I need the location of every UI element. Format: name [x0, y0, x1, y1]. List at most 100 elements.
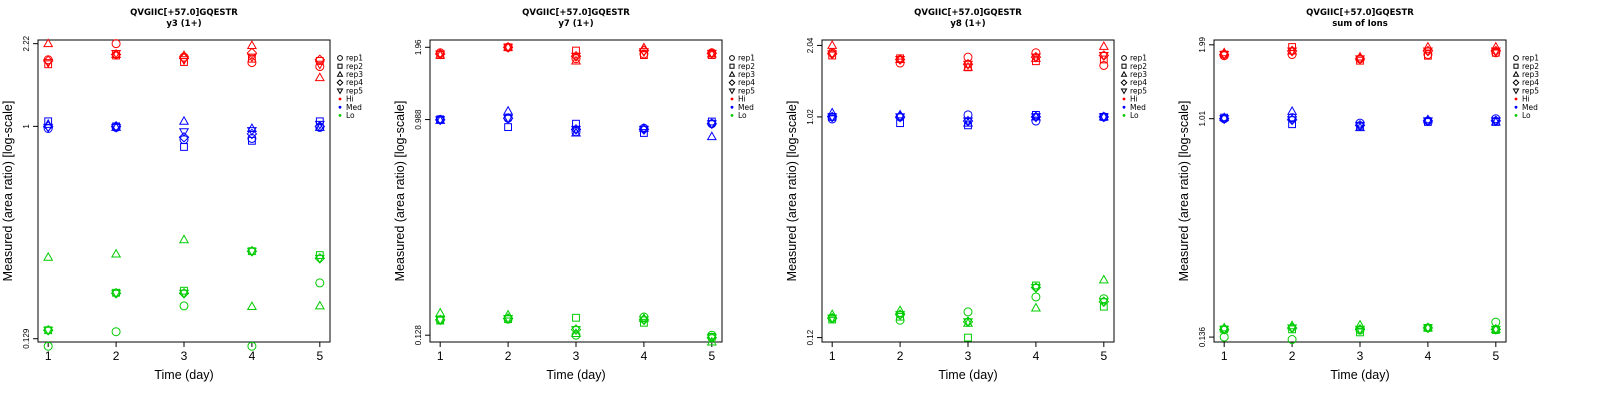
data-point-lo-rep2-day3 — [1356, 328, 1364, 337]
data-point-med-rep5-day4 — [638, 125, 649, 135]
data-point-hi-rep5-day1 — [435, 50, 446, 60]
legend-marker-rep2 — [1513, 63, 1519, 69]
data-point-hi-rep2-day5 — [1099, 55, 1108, 64]
data-point-lo-rep1-day1 — [43, 341, 53, 351]
data-point-hi-rep3-day5 — [1490, 41, 1501, 51]
data-point-hi-rep5-day4 — [638, 48, 649, 58]
data-point-med-rep5-day1 — [43, 123, 54, 133]
data-point-lo-rep5-day3 — [570, 326, 582, 335]
y-tick-label: 1.96 — [414, 39, 423, 55]
legend-marker-rep3 — [728, 70, 736, 77]
data-point-med-rep3-day2 — [1287, 105, 1298, 115]
data-point-lo-rep1-day3 — [963, 307, 973, 317]
data-point-med-rep5-day1 — [827, 113, 838, 123]
data-point-hi-rep1-day5 — [1491, 48, 1501, 58]
data-point-lo-rep5-day4 — [1030, 284, 1041, 293]
data-point-hi-rep5-day3 — [1354, 55, 1366, 65]
data-point-hi-rep3-day1 — [43, 38, 54, 48]
legend-marker-med — [730, 105, 734, 109]
legend-marker-rep4 — [336, 79, 344, 87]
legend-marker-rep5 — [1120, 88, 1128, 95]
legend-label: rep4 — [1130, 78, 1147, 87]
data-point-lo-rep1-day4 — [1031, 292, 1041, 302]
chart-subtitle: y7 (1+) — [558, 19, 593, 29]
legend-label: Hi — [738, 95, 746, 104]
data-point-lo-rep5-day5 — [706, 334, 717, 344]
legend-marker-lo — [1514, 114, 1518, 117]
x-tick-label: 2 — [505, 349, 512, 363]
legend-marker-rep5 — [336, 88, 344, 95]
data-point-med-rep2-day2 — [1288, 120, 1296, 129]
data-point-hi-rep5-day5 — [1098, 51, 1109, 61]
chart-title: QVGIIC[+57.0]GQESTR — [1306, 8, 1414, 18]
data-point-lo-rep5-day1 — [1219, 325, 1230, 335]
chart-title: QVGIIC[+57.0]GQESTR — [914, 8, 1022, 18]
data-point-med-rep1-day1 — [827, 114, 837, 124]
data-point-lo-rep3-day5 — [314, 300, 325, 310]
data-point-hi-rep5-day2 — [503, 43, 514, 53]
legend-label: rep1 — [1522, 54, 1539, 63]
x-tick-label: 3 — [573, 349, 580, 363]
data-point-hi-rep5-day2 — [895, 55, 906, 65]
data-point-hi-rep3-day2 — [503, 41, 514, 51]
data-point-hi-rep5-day1 — [43, 59, 54, 68]
x-tick-label: 5 — [1100, 349, 1107, 363]
data-point-lo-rep3-day4 — [1422, 322, 1433, 332]
legend-marker-rep1 — [337, 55, 343, 61]
legend-marker-rep3 — [1512, 70, 1520, 77]
data-point-hi-rep4-day4 — [246, 47, 258, 59]
y-axis-label: Measured (area ratio) [log-scale] — [393, 101, 407, 282]
data-point-lo-rep5-day5 — [1490, 325, 1501, 335]
legend-label: rep5 — [1522, 86, 1539, 95]
legend-marker-hi — [338, 97, 342, 101]
legend-marker-rep2 — [337, 63, 343, 69]
data-point-lo-rep5-day1 — [43, 326, 54, 336]
data-point-lo-rep1-day2 — [111, 327, 121, 337]
data-point-med-rep5-day3 — [1354, 121, 1366, 131]
x-tick-label: 2 — [897, 349, 904, 363]
data-point-med-rep5-day2 — [895, 113, 906, 123]
data-point-hi-rep2-day4 — [640, 51, 648, 59]
data-point-med-rep2-day2 — [896, 119, 904, 128]
data-point-med-rep2-day2 — [504, 123, 512, 131]
data-point-lo-rep3-day5 — [1490, 323, 1501, 333]
legend-marker-rep2 — [729, 63, 735, 69]
data-point-med-rep5-day3 — [962, 117, 974, 127]
legend-label: Med — [1522, 103, 1538, 112]
data-point-hi-rep3-day4 — [246, 40, 257, 50]
y-axis-label: Measured (area ratio) [log-scale] — [1, 101, 15, 282]
data-point-med-rep3-day3 — [178, 115, 190, 125]
legend-marker-rep4 — [1120, 79, 1128, 87]
data-point-lo-rep5-day5 — [314, 254, 325, 264]
data-point-med-rep5-day1 — [1219, 115, 1230, 125]
data-point-lo-rep5-day2 — [1287, 324, 1298, 334]
legend-marker-rep4 — [728, 79, 736, 87]
data-point-lo-rep3-day3 — [570, 328, 582, 338]
chart-title: QVGIIC[+57.0]GQESTR — [130, 8, 238, 18]
data-point-med-rep5-day3 — [178, 128, 190, 138]
x-axis-label: Time (day) — [154, 368, 213, 382]
data-point-lo-rep5-day3 — [1354, 325, 1366, 335]
data-point-lo-rep5-day3 — [178, 289, 190, 299]
data-point-lo-rep2-day5 — [1099, 302, 1108, 311]
x-tick-label: 5 — [1492, 349, 1499, 363]
x-axis-label: Time (day) — [938, 368, 997, 382]
y-axis-label: Measured (area ratio) [log-scale] — [785, 101, 799, 282]
legend-marker-rep3 — [336, 70, 344, 77]
legend-label: Lo — [1522, 111, 1531, 120]
data-point-lo-rep5-day5 — [1098, 298, 1109, 308]
data-point-hi-rep1-day4 — [1031, 48, 1041, 58]
data-point-lo-rep5-day1 — [827, 314, 838, 324]
data-point-lo-rep3-day1 — [43, 251, 54, 261]
y-tick-label: 1.02 — [806, 109, 815, 125]
legend-label: rep4 — [1522, 78, 1539, 87]
data-point-lo-rep3-day4 — [246, 301, 257, 311]
data-point-lo-rep2-day3 — [964, 333, 972, 342]
data-point-hi-rep5-day4 — [1030, 53, 1041, 63]
data-point-hi-rep5-day3 — [570, 52, 582, 62]
legend-marker-lo — [338, 114, 342, 117]
data-point-med-rep5-day2 — [111, 123, 122, 133]
data-point-lo-rep5-day4 — [1422, 324, 1433, 334]
x-tick-label: 1 — [437, 349, 444, 363]
